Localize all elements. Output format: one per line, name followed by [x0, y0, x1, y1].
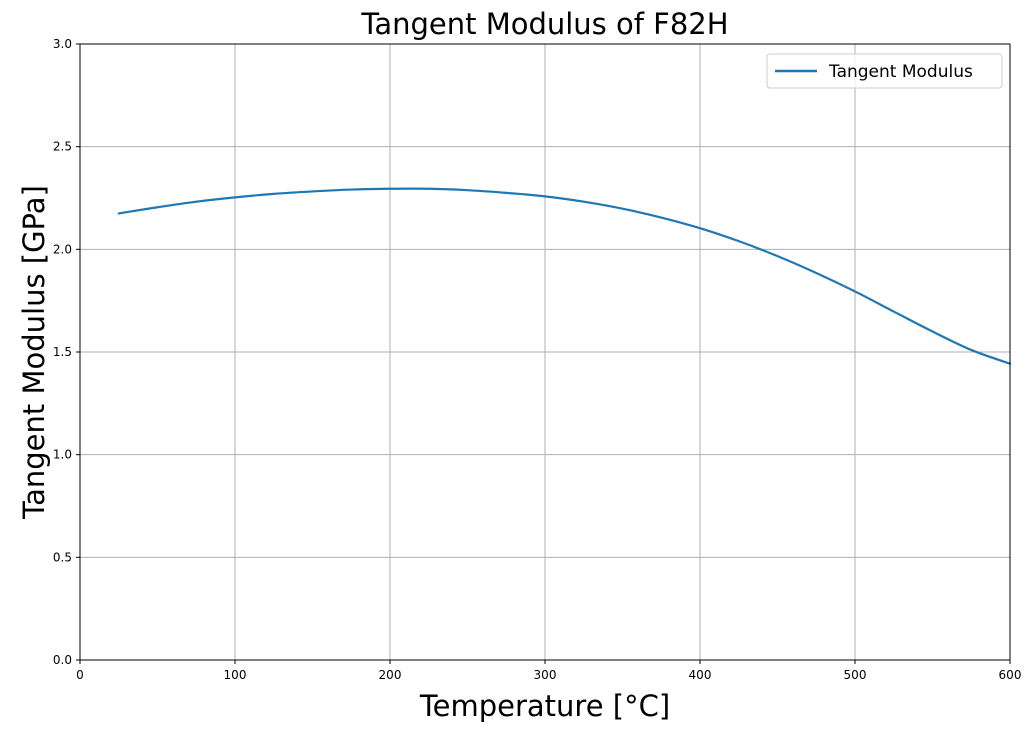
- y-tick-label: 0.5: [53, 550, 72, 564]
- legend-box: [766, 53, 1003, 89]
- y-tick-label: 2.0: [53, 242, 72, 256]
- y-tick-label: 2.5: [53, 140, 72, 154]
- x-tick-label: 300: [534, 668, 557, 682]
- x-tick-label: 500: [844, 668, 867, 682]
- y-tick-label: 1.0: [53, 448, 72, 462]
- x-axis-label: Temperature [°C]: [419, 689, 670, 723]
- y-tick-label: 1.5: [53, 345, 72, 359]
- x-tick-label: 0: [76, 668, 84, 682]
- grid: [79, 43, 1011, 661]
- x-tick-label: 100: [224, 668, 247, 682]
- series-layer: [117, 187, 1012, 365]
- series-line: [117, 187, 1012, 365]
- y-tick-label: 3.0: [53, 37, 72, 51]
- legend-label: Tangent Modulus: [828, 62, 973, 82]
- ticks: 0 100 200 300 400 500 600 0.0 0.5 1.0 1.5 2.0 2.5 3.0: [53, 37, 1022, 682]
- x-tick-label: 200: [379, 668, 402, 682]
- chart-title: Tangent Modulus of F82H: [360, 7, 728, 41]
- y-axis-label: Tangent Modulus [GPa]: [17, 185, 51, 520]
- x-tick-label: 400: [689, 668, 712, 682]
- y-tick-label: 0.0: [53, 653, 72, 667]
- legend: Tangent Modulus: [766, 53, 1003, 89]
- x-tick-label: 600: [999, 668, 1022, 682]
